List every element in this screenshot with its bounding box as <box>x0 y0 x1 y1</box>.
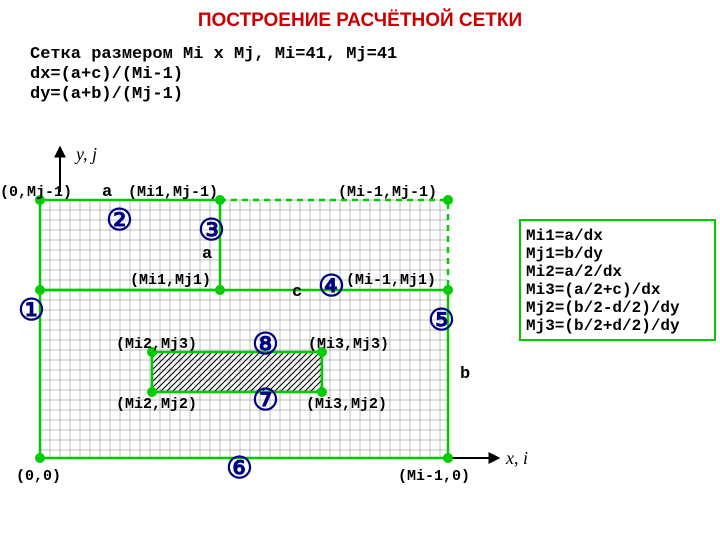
lbl-mi-1-0: (Mi-1,0) <box>398 468 470 485</box>
lbl-c-mid: c <box>292 283 302 302</box>
diagram: ПОСТРОЕНИЕ РАСЧЁТНОЙ СЕТКИ Сетка размеро… <box>0 0 720 540</box>
lbl-mi2-mj2: (Mi2,Mj2) <box>116 396 197 413</box>
lbl-mi-1-mj-1: (Mi-1,Mj-1) <box>338 184 437 201</box>
circled-6: ⑥ <box>226 452 253 485</box>
inner-hatched-rect <box>152 352 322 392</box>
circled-3: ③ <box>198 214 225 247</box>
lbl-mi3-mj2: (Mi3,Mj2) <box>306 396 387 413</box>
x-axis-label: x, i <box>505 448 528 468</box>
header-line2: dx=(a+c)/(Mi-1) <box>30 65 183 84</box>
circled-4: ④ <box>318 270 345 303</box>
formula-2: Mj1=b/dy <box>526 245 603 263</box>
lbl-a-top: a <box>102 183 112 202</box>
lbl-mi-1-mj1: (Mi-1,Mj1) <box>346 272 436 289</box>
header-line3: dy=(a+b)/(Mj-1) <box>30 85 183 104</box>
formula-4: Mi3=(a/2+c)/dx <box>526 281 661 299</box>
lbl-origin: (0,0) <box>16 468 61 485</box>
lbl-mi3-mj3: (Mi3,Mj3) <box>308 336 389 353</box>
lbl-mi1-mj1top: (Mi1,Mj-1) <box>128 184 218 201</box>
page-title: ПОСТРОЕНИЕ РАСЧЁТНОЙ СЕТКИ <box>198 9 522 31</box>
lbl-a-mid: a <box>202 245 212 264</box>
lbl-mi1-mj1: (Mi1,Mj1) <box>130 272 211 289</box>
header-line1: Сетка размером Mi x Mj, Mi=41, Mj=41 <box>30 45 397 64</box>
circled-5: ⑤ <box>428 304 455 337</box>
grid-points <box>35 195 453 463</box>
circled-7: ⑦ <box>252 384 279 417</box>
formula-1: Mi1=a/dx <box>526 227 603 245</box>
lbl-mi2-mj3: (Mi2,Mj3) <box>116 336 197 353</box>
formula-5: Mj2=(b/2-d/2)/dy <box>526 299 680 317</box>
circled-1: ① <box>18 294 45 327</box>
circled-8: ⑧ <box>252 328 279 361</box>
lbl-b-side: b <box>460 365 470 384</box>
circled-2: ② <box>106 204 133 237</box>
y-axis-label: y, j <box>74 144 97 164</box>
grid-lines <box>40 200 448 458</box>
lbl-0-mj1: (0,Mj-1) <box>0 184 72 201</box>
formula-3: Mi2=a/2/dx <box>526 263 622 281</box>
formula-6: Mj3=(b/2+d/2)/dy <box>526 317 680 335</box>
